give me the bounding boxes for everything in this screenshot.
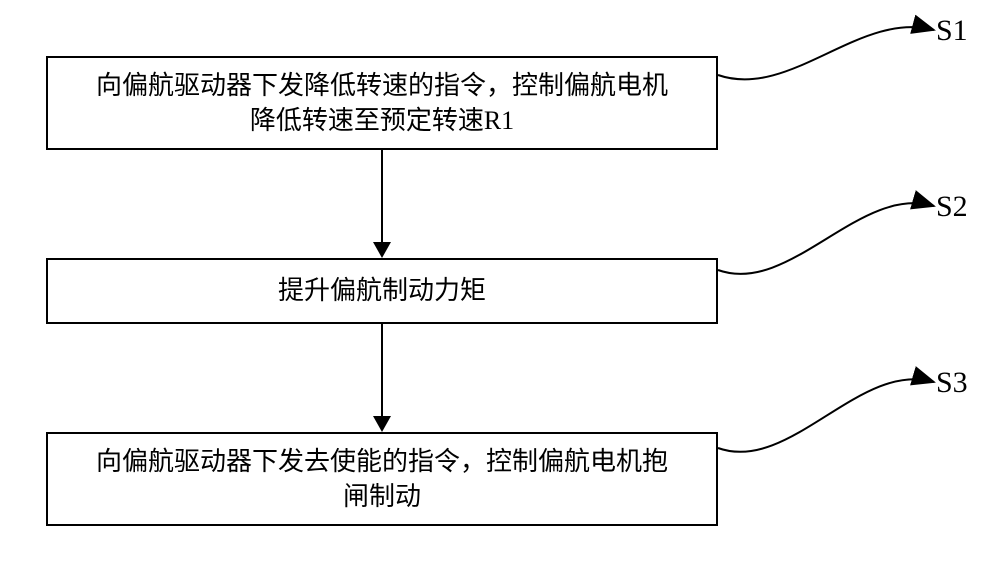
step-label-s1: S1 — [936, 14, 968, 48]
connector-s1 — [0, 0, 1000, 584]
step-label-s2: S2 — [936, 190, 968, 224]
step-label-s3: S3 — [936, 366, 968, 400]
flowchart-canvas: 向偏航驱动器下发降低转速的指令，控制偏航电机 降低转速至预定转速R1 提升偏航制… — [0, 0, 1000, 584]
